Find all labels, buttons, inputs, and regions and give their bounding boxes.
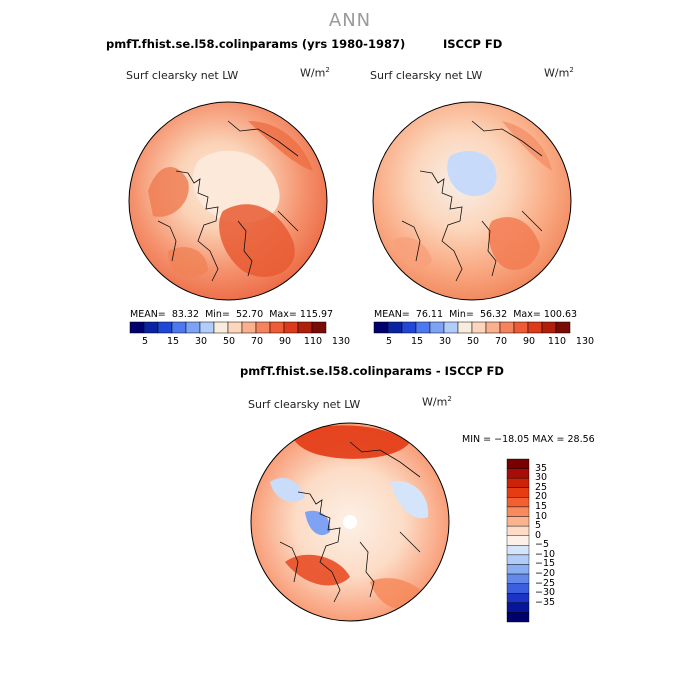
panel2-title: ISCCP FD [443,37,503,51]
colorbar-swatch [506,545,530,556]
panel3-variable-label: Surf clearsky net LW [248,398,361,411]
colorbar-swatch [506,612,530,623]
panel2-units-label: W/m2 [544,66,574,80]
colorbar-tick-label: −15 [535,558,556,570]
colorbar-swatch [506,593,530,604]
colorbar-swatch [373,321,389,334]
colorbar-swatch [513,321,529,334]
colorbar-tick-label: 20 [535,491,548,503]
panel3-colorbar [506,458,530,623]
colorbar-swatch [227,321,243,334]
colorbar-swatch [506,516,530,527]
colorbar-swatch [297,321,313,334]
colorbar-swatch [185,321,201,334]
colorbar-swatch [506,497,530,508]
colorbar-swatch [506,477,530,488]
colorbar-swatch [506,468,530,479]
colorbar-swatch [499,321,515,334]
panel1-polar-map [128,101,328,301]
colorbar-swatch [506,487,530,498]
colorbar-tick-label: 70 [250,336,264,347]
colorbar-swatch [171,321,187,334]
panel3-units-label: W/m2 [422,395,452,409]
panel3-polar-map [250,422,450,622]
colorbar-tick-label: 15 [166,336,180,347]
colorbar-tick-label: 10 [535,510,548,522]
panel2-colorbar [373,321,571,334]
colorbar-swatch [506,506,530,517]
panel3-title: pmfT.fhist.se.l58.colinparams - ISCCP FD [240,364,504,378]
colorbar-swatch [255,321,271,334]
colorbar-tick-label: 5 [535,520,542,532]
colorbar-swatch [443,321,459,334]
colorbar-swatch [241,321,257,334]
colorbar-swatch [457,321,473,334]
colorbar-swatch [506,525,530,536]
panel1-variable-label: Surf clearsky net LW [126,69,239,82]
colorbar-swatch [269,321,285,334]
colorbar-swatch [527,321,543,334]
colorbar-tick-label: 110 [547,336,567,347]
colorbar-swatch [506,458,530,469]
colorbar-swatch [471,321,487,334]
colorbar-swatch [541,321,557,334]
colorbar-tick-label: 5 [141,336,149,347]
colorbar-swatch [311,321,327,334]
colorbar-swatch [506,554,530,565]
colorbar-swatch [506,564,530,575]
colorbar-swatch [415,321,431,334]
panel1-units-label: W/m2 [300,66,330,80]
colorbar-swatch [283,321,299,334]
panel1-stats: MEAN= 83.32 Min= 52.70 Max= 115.97 [130,309,334,320]
colorbar-swatch [506,602,530,613]
colorbar-swatch [401,321,417,334]
colorbar-swatch [429,321,445,334]
panel2-stats: MEAN= 76.11 Min= 56.32 Max= 100.63 [374,309,578,320]
panel1-colorbar-ticks: 5 15 30 50 70 90 110 130 [130,336,350,348]
colorbar-swatch [199,321,215,334]
colorbar-swatch [555,321,571,334]
colorbar-tick-label: 5 [385,336,393,347]
page-title: ANN [328,10,372,31]
colorbar-tick-label: 90 [278,336,292,347]
colorbar-tick-label: 70 [494,336,508,347]
panel2-polar-map [372,101,572,301]
panel3-colorbar-ticks: 35 30 25 20 15 10 5 0 −5 −10 −15 −20 −25 −30 −35 [535,459,575,622]
colorbar-swatch [213,321,229,334]
colorbar-swatch [485,321,501,334]
colorbar-tick-label: 30 [438,336,452,347]
colorbar-swatch [387,321,403,334]
panel2-colorbar-ticks: 5 15 30 50 70 90 110 130 [374,336,594,348]
colorbar-tick-label: 130 [575,336,595,347]
colorbar-tick-label: −25 [535,577,556,589]
colorbar-tick-label: 15 [410,336,424,347]
colorbar-tick-label: 130 [331,336,351,347]
panel1-title: pmfT.fhist.se.l58.colinparams (yrs 1980-… [106,37,406,51]
colorbar-swatch [157,321,173,334]
colorbar-tick-label: 50 [466,336,480,347]
colorbar-tick-label: −5 [535,539,550,551]
panel3-stats: MIN = −18.05 MAX = 28.56 [462,434,595,445]
panel2-variable-label: Surf clearsky net LW [370,69,483,82]
colorbar-tick-label: 25 [535,481,548,493]
panel1-colorbar [129,321,327,334]
colorbar-tick-label: −10 [535,548,556,560]
colorbar-tick-label: 30 [194,336,208,347]
colorbar-swatch [506,535,530,546]
colorbar-tick-label: 110 [303,336,323,347]
colorbar-swatch [506,583,530,594]
colorbar-tick-label: 90 [522,336,536,347]
colorbar-tick-label: −35 [535,596,556,608]
colorbar-swatch [129,321,145,334]
colorbar-tick-label: 30 [535,472,548,484]
colorbar-swatch [506,573,530,584]
colorbar-tick-label: 15 [535,500,548,512]
colorbar-swatch [143,321,159,334]
colorbar-tick-label: 35 [535,462,548,474]
colorbar-tick-label: −30 [535,587,556,599]
colorbar-tick-label: 0 [535,529,542,541]
colorbar-tick-label: 50 [222,336,236,347]
colorbar-tick-label: −20 [535,568,556,580]
